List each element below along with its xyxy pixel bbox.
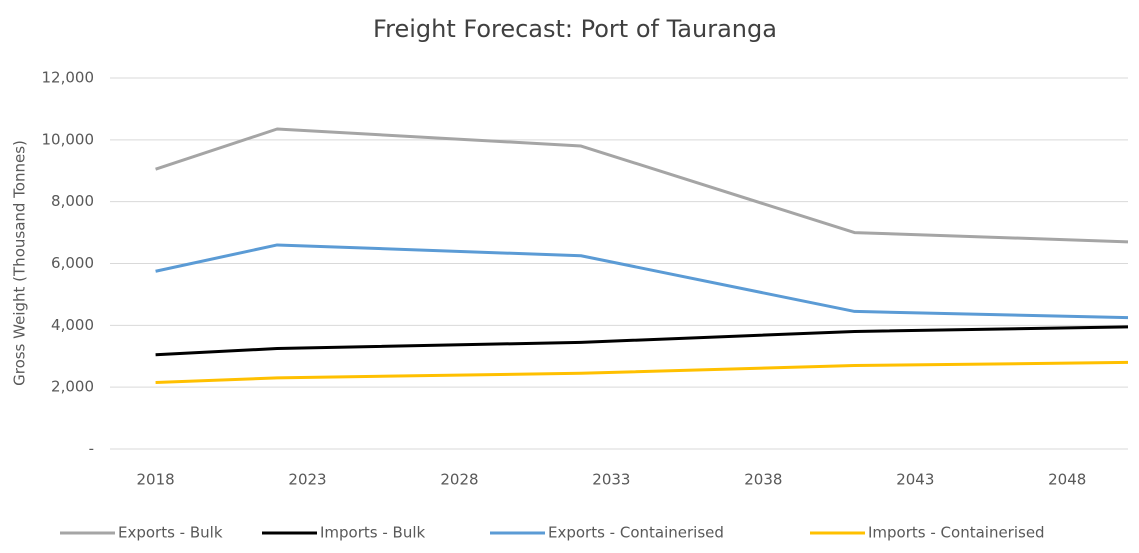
series-line [155, 243, 1129, 320]
chart-title: Freight Forecast: Port of Tauranga [373, 15, 777, 43]
x-tick-label: 2048 [1048, 471, 1086, 489]
series-line [155, 360, 1129, 385]
legend-label: Imports - Containerised [868, 524, 1045, 542]
legend-label: Imports - Bulk [320, 524, 426, 542]
x-tick-label: 2038 [744, 471, 782, 489]
series-line [155, 325, 1129, 357]
x-tick-label: 2018 [136, 471, 174, 489]
legend-label: Exports - Bulk [118, 524, 223, 542]
y-tick-label: - [89, 440, 94, 458]
x-tick-label: 2028 [440, 471, 478, 489]
series-line [155, 127, 1129, 244]
y-tick-label: 8,000 [51, 192, 94, 210]
x-tick-label: 2033 [592, 471, 630, 489]
y-tick-label: 10,000 [42, 130, 95, 148]
y-axis-label: Gross Weight (Thousand Tonnes) [11, 140, 29, 386]
x-tick-label: 2023 [288, 471, 326, 489]
y-tick-label: 2,000 [51, 378, 94, 396]
y-tick-label: 4,000 [51, 316, 94, 334]
legend-label: Exports - Containerised [548, 524, 724, 542]
y-tick-label: 6,000 [51, 254, 94, 272]
x-tick-label: 2043 [896, 471, 934, 489]
y-tick-label: 12,000 [42, 69, 95, 87]
